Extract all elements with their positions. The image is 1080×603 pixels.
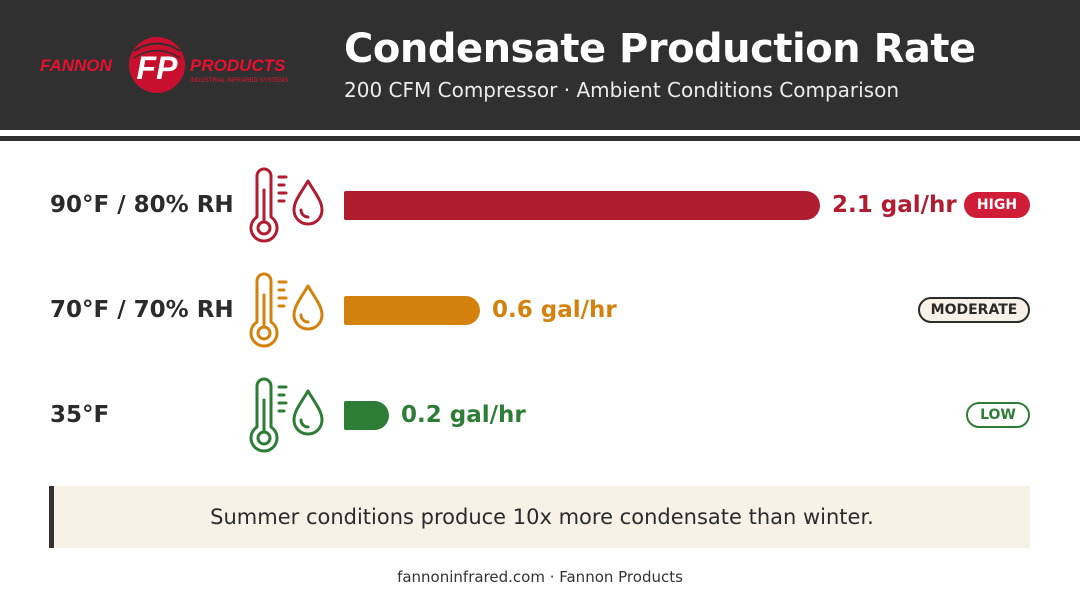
bar: [344, 296, 480, 325]
brand-name-left: FANNON: [40, 56, 113, 75]
summary-callout: Summer conditions produce 10x more conde…: [49, 486, 1030, 548]
category-label: 70°F / 70% RH: [50, 297, 234, 323]
level-badge: LOW: [966, 402, 1030, 428]
fannon-products-logo: FP FANNON PRODUCTS INDUSTRIAL INFRARED S…: [40, 37, 288, 93]
brand-name-right: PRODUCTS: [190, 56, 286, 75]
brand-monogram: FP: [137, 50, 179, 86]
value-label: 0.2 gal/hr: [401, 402, 526, 428]
page-subtitle: 200 CFM Compressor · Ambient Conditions …: [344, 78, 900, 102]
header-banner: FP FANNON PRODUCTS INDUSTRIAL INFRARED S…: [0, 0, 1080, 130]
header-divider: [0, 136, 1080, 141]
thermometer-droplet-icon: [249, 167, 324, 243]
chart-row: 35°F 0.2 gal/hr LOW: [0, 370, 1080, 460]
chart-row: 70°F / 70% RH 0.6 gal/hr MODERATE: [0, 265, 1080, 355]
callout-text: Summer conditions produce 10x more conde…: [210, 505, 874, 529]
page-title: Condensate Production Rate: [344, 26, 976, 72]
bar: [344, 401, 389, 430]
level-badge: MODERATE: [918, 297, 1030, 323]
category-label: 35°F: [50, 402, 110, 428]
category-label: 90°F / 80% RH: [50, 192, 234, 218]
value-label: 0.6 gal/hr: [492, 297, 617, 323]
level-badge: HIGH: [964, 192, 1030, 218]
thermometer-droplet-icon: [249, 377, 324, 453]
bar: [344, 191, 820, 220]
footer-credit: fannoninfrared.com · Fannon Products: [397, 568, 683, 586]
thermometer-droplet-icon: [249, 272, 324, 348]
chart-row: 90°F / 80% RH 2.1 gal/hr HIGH: [0, 160, 1080, 250]
value-label: 2.1 gal/hr: [832, 192, 957, 218]
brand-tagline: INDUSTRIAL INFRARED SYSTEMS: [190, 78, 288, 84]
